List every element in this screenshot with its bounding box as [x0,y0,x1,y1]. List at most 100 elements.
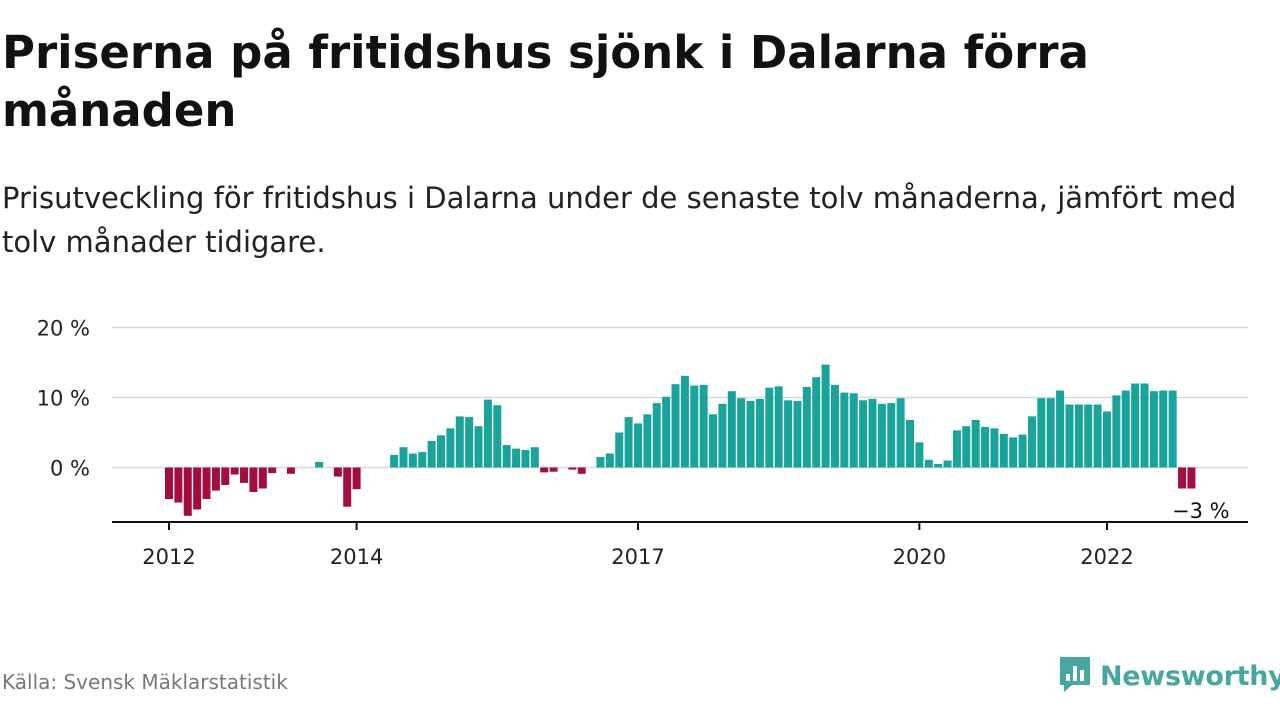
bar-2017-05 [765,387,774,468]
bar-2014-05 [427,440,436,468]
bar-2018-02 [849,393,858,468]
x-tick-label: 2020 [893,545,946,569]
bar-2020-05 [1103,411,1111,468]
bar-2016-04 [643,414,652,468]
bar-2017-10 [812,377,821,468]
bar-2014-08 [455,416,464,468]
bar-2012-08 [230,467,239,475]
bar-2014-04 [418,452,427,468]
bar-2014-02 [399,447,408,468]
bar-2016-07 [671,384,680,468]
bar-2021-01 [1178,467,1187,489]
bar-2016-03 [634,423,642,468]
bar-2015-12 [605,453,614,468]
bar-2018-06 [887,403,896,468]
bar-2017-12 [830,384,839,468]
y-tick-label: 20 % [37,317,90,341]
x-tick-label: 2022 [1080,545,1133,569]
bar-2016-12 [718,403,727,468]
bar-2017-06 [774,386,783,468]
bar-2014-01 [390,454,399,468]
bar-2015-06 [549,467,558,472]
bar-2020-12 [1168,390,1177,468]
bar-2014-11 [483,399,492,468]
bar-2017-04 [755,398,764,468]
source-credit: Källa: Svensk Mäklarstatistik [2,670,288,694]
bar-2020-07 [1121,390,1130,468]
bar-2012-09 [240,467,249,483]
bar-2020-03 [1084,404,1093,468]
y-tick-label: 10 % [37,387,90,411]
newsworthy-logo-icon [1058,654,1092,698]
bar-2012-05 [202,467,211,499]
bar-2016-08 [680,375,689,468]
bar-2017-08 [793,401,802,468]
bar-2021-02 [1187,467,1196,489]
bar-2020-11 [1159,390,1168,468]
bar-2018-10 [924,459,933,468]
bar-2017-02 [737,398,746,468]
bar-2016-10 [699,384,708,468]
bar-2016-11 [709,414,718,468]
bar-2019-02 [962,426,971,468]
bar-2019-10 [1037,398,1046,468]
bar-2015-05 [540,467,549,473]
bar-2018-09 [915,442,924,468]
bar-2012-03 [183,467,192,516]
bar-2020-10 [1149,391,1158,468]
bar-2012-12 [268,467,277,474]
bar-2015-01 [502,445,511,468]
bar-2017-07 [784,400,793,468]
bar-2019-06 [999,433,1008,468]
bar-2019-08 [1018,434,1027,468]
bar-2019-07 [1009,437,1018,468]
bar-2014-09 [465,417,474,468]
bar-2020-01 [1065,404,1074,468]
bar-chart: 0 % 10 % 20 % 2012 2014 2017 2020 2022 −3 % [37,317,1248,569]
bar-2013-07 [333,467,342,477]
bar-2018-07 [896,398,905,468]
bar-2014-10 [474,426,483,468]
bar-2015-04 [530,447,539,468]
brand-name: Newsworthy [1100,660,1280,692]
chart-title: Priserna på fritidshus sjönk i Dalarna f… [2,26,1089,137]
x-tick-label: 2017 [611,545,664,569]
bar-2012-02 [174,467,183,503]
bar-2012-07 [221,467,230,485]
bar-2019-11 [1046,398,1055,468]
bar-2012-11 [258,467,267,489]
bar-2018-04 [868,398,877,468]
bar-2017-11 [821,364,830,468]
bar-2019-03 [971,419,980,468]
bar-2020-02 [1074,404,1083,468]
chart-subtitle: Prisutveckling för fritidshus i Dalarna … [2,181,1237,259]
bar-2016-06 [662,396,671,468]
bar-2014-06 [437,435,446,468]
newsworthy-logo: Newsworthy [1058,654,1280,698]
bar-2019-01 [952,430,961,468]
bar-2015-03 [521,450,530,468]
bar-2020-06 [1112,395,1121,468]
bar-2019-12 [1056,390,1065,468]
bar-2018-11 [934,464,943,468]
bar-2015-02 [512,448,521,468]
bar-2016-02 [624,417,633,468]
last-value-annotation: −3 % [1172,499,1230,523]
bar-2018-03 [859,400,868,468]
bar-2013-09 [352,467,361,490]
y-tick-labels: 0 % 10 % 20 % [37,317,90,481]
y-tick-label: 0 % [50,457,90,481]
bar-2016-01 [615,432,624,468]
bar-2017-01 [727,391,736,468]
bar-2012-10 [249,467,258,492]
bar-2018-01 [840,392,849,468]
bar-2020-09 [1140,383,1149,468]
bar-2014-07 [446,428,455,468]
bar-2013-02 [286,467,295,474]
bar-2014-03 [408,453,417,468]
bar-2018-05 [877,403,886,468]
bar-2017-09 [802,387,811,468]
bar-2019-05 [990,428,999,468]
bar-2020-04 [1093,404,1102,468]
bar-2013-08 [343,467,352,507]
